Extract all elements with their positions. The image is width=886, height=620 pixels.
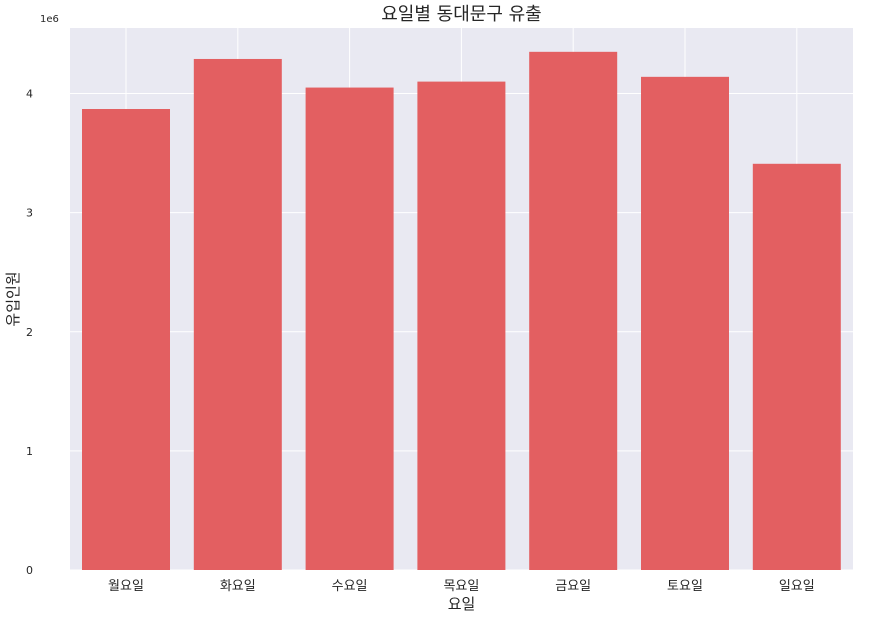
x-tick-labels: 월요일 화요일 수요일 목요일 금요일 토요일 일요일	[108, 579, 815, 594]
x-tick-label: 일요일	[779, 579, 815, 594]
x-tick-label: 토요일	[667, 579, 703, 594]
bar	[305, 87, 394, 571]
bar	[752, 163, 841, 571]
y-tick-label: 0	[26, 564, 33, 577]
x-tick-label: 월요일	[108, 579, 144, 594]
x-tick-label: 화요일	[220, 579, 256, 594]
bar	[529, 51, 618, 571]
x-tick-label: 금요일	[555, 579, 591, 594]
y-tick-label: 2	[26, 326, 33, 339]
x-axis-label: 요일	[448, 595, 476, 613]
x-tick-label: 수요일	[332, 579, 368, 594]
bar	[82, 109, 170, 570]
bar	[193, 58, 282, 570]
bar	[417, 81, 506, 570]
y-tick-label: 1	[26, 445, 33, 458]
bar	[641, 76, 729, 570]
y-tick-label: 3	[26, 207, 33, 220]
chart-title: 요일별 동대문구 유출	[381, 4, 541, 25]
y-tick-label: 4	[26, 88, 33, 101]
y-offset-label: 1e6	[40, 14, 59, 25]
y-tick-labels: 0 1 2 3 4	[26, 88, 33, 577]
x-tick-label: 목요일	[443, 579, 479, 594]
bars	[82, 51, 841, 571]
y-axis-label: 유입인원	[4, 271, 22, 326]
